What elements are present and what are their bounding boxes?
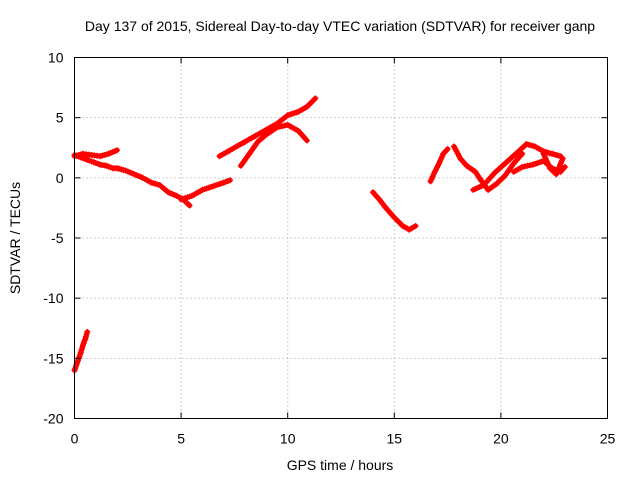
- y-tick-label: 5: [56, 110, 64, 126]
- grid: [74, 57, 608, 419]
- y-tick-label: 0: [56, 170, 64, 186]
- series-5: [237, 121, 310, 169]
- series-6: [370, 189, 419, 233]
- data-series: [71, 95, 568, 374]
- axis-ticks: [74, 57, 608, 419]
- x-tick-label: 10: [280, 431, 296, 447]
- data-point: [444, 146, 451, 152]
- y-tick-label: -20: [43, 411, 63, 427]
- y-tick-label: -15: [43, 350, 63, 366]
- x-tick-label: 15: [387, 431, 403, 447]
- series-2: [71, 147, 121, 160]
- data-point: [84, 328, 91, 335]
- y-axis-label: SDTVAR / TECUs: [7, 182, 23, 294]
- data-point: [559, 155, 566, 162]
- data-point: [519, 150, 526, 157]
- data-point: [274, 124, 280, 131]
- y-tick-label: -10: [43, 290, 63, 306]
- series-8: [451, 143, 526, 193]
- series-3: [178, 177, 234, 203]
- y-tick-label: -5: [51, 230, 64, 246]
- series-4: [216, 95, 319, 160]
- y-tick-labels: -20 -15 -10 -5 0 5 10: [43, 50, 63, 427]
- series-7: [427, 146, 451, 185]
- x-tick-labels: 0 5 10 15 20 25: [71, 431, 616, 447]
- series-1: [71, 152, 193, 209]
- data-point: [227, 177, 234, 184]
- x-tick-label: 20: [493, 431, 509, 447]
- data-point: [412, 223, 419, 229]
- series-11: [540, 150, 566, 178]
- y-tick-label: 10: [48, 50, 64, 66]
- data-point: [114, 147, 121, 154]
- plot-frame: [74, 57, 608, 419]
- x-tick-label: 5: [177, 431, 185, 447]
- data-point: [312, 95, 319, 102]
- chart-title: Day 137 of 2015, Sidereal Day-to-day VTE…: [85, 18, 595, 34]
- x-tick-label: 25: [600, 431, 616, 447]
- data-point: [303, 137, 310, 144]
- data-point: [186, 202, 193, 209]
- series-9: [470, 141, 564, 193]
- x-tick-label: 0: [71, 431, 79, 447]
- data-point: [561, 164, 568, 170]
- x-axis-label: GPS time / hours: [287, 457, 394, 473]
